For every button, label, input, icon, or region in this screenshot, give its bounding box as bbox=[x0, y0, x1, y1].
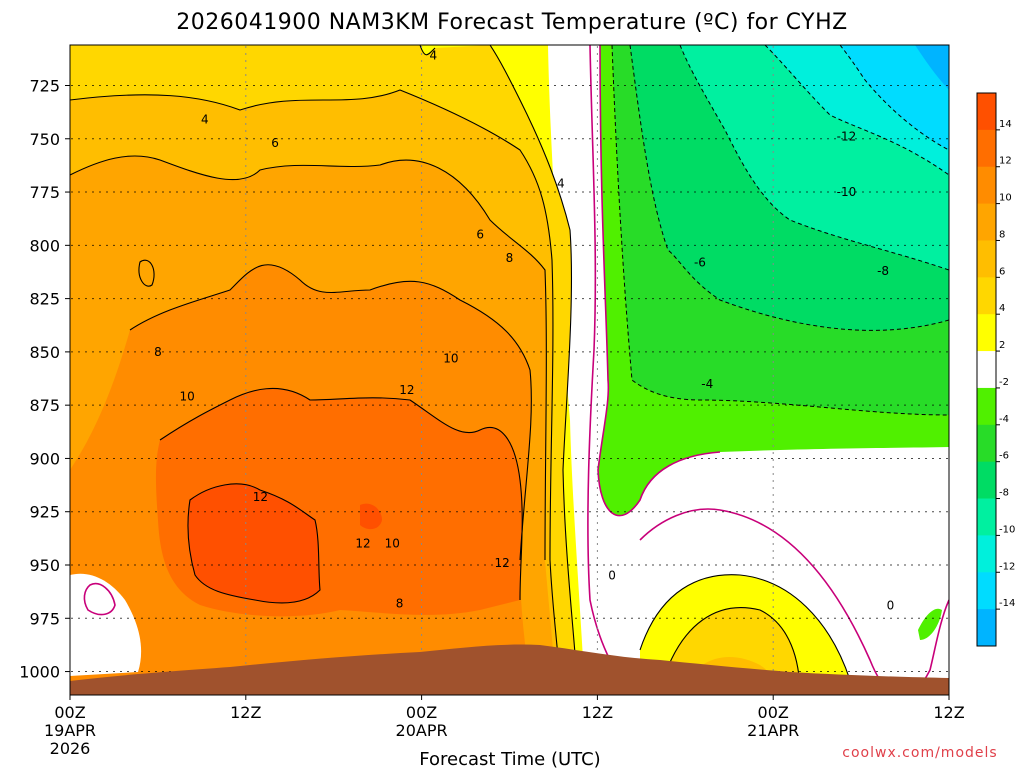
colorbar-label: 8 bbox=[999, 229, 1005, 240]
contour-label: 12 bbox=[355, 537, 370, 551]
colorbar-label: 10 bbox=[999, 193, 1012, 204]
colorbar-label: -14 bbox=[999, 598, 1015, 609]
contour-label: 8 bbox=[396, 596, 404, 610]
colorbar-swatch bbox=[977, 240, 996, 278]
contour-label: 0 bbox=[608, 569, 616, 583]
contour-label: -12 bbox=[837, 130, 857, 144]
x-tick-date: 21APR bbox=[747, 721, 799, 740]
colorbar-swatch bbox=[977, 387, 996, 426]
contour-label: 8 bbox=[506, 251, 514, 265]
colorbar-label: 6 bbox=[999, 266, 1005, 277]
colorbar-swatch bbox=[977, 572, 996, 610]
plot-area bbox=[70, 45, 949, 695]
y-tick-label: 950 bbox=[29, 556, 60, 575]
contour-label: 12 bbox=[399, 383, 414, 397]
contour-label: 10 bbox=[385, 537, 400, 551]
x-tick-date: 20APR bbox=[396, 721, 448, 740]
x-tick-label: 00Z bbox=[406, 703, 437, 722]
y-tick-label: 975 bbox=[29, 609, 60, 628]
y-axis: 725 750 775 800 825 850 875 900 925 950 975 1000 bbox=[19, 76, 70, 682]
x-axis-title: Forecast Time (UTC) bbox=[419, 749, 600, 768]
contour-label: 8 bbox=[154, 345, 162, 359]
credit-text: coolwx.com/models bbox=[842, 745, 997, 761]
chart-title: 2026041900 NAM3KM Forecast Temperature (… bbox=[176, 10, 847, 35]
y-tick-label: 1000 bbox=[19, 663, 60, 682]
y-tick-label: 725 bbox=[29, 76, 60, 95]
contour-label: -6 bbox=[694, 255, 706, 269]
x-tick-label: 00Z bbox=[54, 703, 85, 722]
contour-label: 12 bbox=[495, 556, 510, 570]
colorbar-swatch bbox=[977, 166, 996, 205]
x-tick-label: 12Z bbox=[933, 703, 964, 722]
y-tick-label: 800 bbox=[29, 236, 60, 255]
y-tick-label: 875 bbox=[29, 396, 60, 415]
y-tick-label: 750 bbox=[29, 130, 60, 149]
region-minus-14 bbox=[915, 45, 949, 90]
x-tick-date: 19APR bbox=[44, 721, 96, 740]
contour-label: -8 bbox=[877, 264, 889, 278]
y-tick-label: 775 bbox=[29, 183, 60, 202]
contour-label: -10 bbox=[837, 185, 857, 199]
colorbar-swatch bbox=[977, 203, 996, 241]
y-tick-label: 900 bbox=[29, 449, 60, 468]
colorbar-swatch bbox=[977, 535, 996, 573]
colorbar-label: 2 bbox=[999, 340, 1005, 351]
y-tick-label: 850 bbox=[29, 343, 60, 362]
colorbar-label: -4 bbox=[999, 414, 1009, 425]
contour-label: 12 bbox=[253, 490, 268, 504]
colorbar-frame bbox=[976, 92, 997, 647]
colorbar-swatch bbox=[977, 93, 996, 131]
colorbar-swatch bbox=[977, 461, 996, 500]
colorbar-label: -8 bbox=[999, 488, 1009, 499]
colorbar-swatch bbox=[977, 314, 996, 352]
freezing-lines bbox=[83, 45, 949, 695]
contour-label: 4 bbox=[557, 177, 565, 191]
colorbar-label: 4 bbox=[999, 303, 1005, 314]
colorbar-label: 12 bbox=[999, 156, 1012, 167]
contour-label: 6 bbox=[271, 136, 279, 150]
contour-label: 10 bbox=[443, 351, 458, 365]
x-tick-label: 00Z bbox=[758, 703, 789, 722]
contour-label: 4 bbox=[429, 49, 437, 63]
region-minus-2-patch bbox=[918, 608, 942, 640]
colorbar-swatch bbox=[977, 351, 996, 389]
isotherm-lines bbox=[70, 45, 851, 695]
y-tick-label: 925 bbox=[29, 503, 60, 522]
colorbar-swatch bbox=[977, 277, 996, 315]
colorbar: 14 12 10 8 6 4 2 -2 -4 -6 -8 -10 -12 -14 bbox=[976, 92, 1015, 647]
contour-label: 0 bbox=[887, 598, 895, 612]
x-tick-label: 12Z bbox=[582, 703, 613, 722]
x-gridlines bbox=[245, 46, 774, 694]
y-tick-label: 825 bbox=[29, 290, 60, 309]
colorbar-label: -12 bbox=[999, 561, 1015, 572]
region-14-plus bbox=[187, 483, 320, 603]
isotherm-dashed-lines bbox=[611, 45, 949, 416]
colorbar-label: 14 bbox=[999, 119, 1012, 130]
contour-labels: 4 4 4 6 6 8 8 8 10 10 10 12 12 12 12 0 0 -4 -6 -8 -10 -12 bbox=[154, 49, 894, 613]
colorbar-swatch bbox=[977, 424, 996, 463]
contour-label: -4 bbox=[701, 377, 713, 391]
x-tick-year: 2026 bbox=[50, 739, 91, 758]
region-white-lowleft bbox=[70, 573, 142, 676]
x-tick-label: 12Z bbox=[230, 703, 261, 722]
colorbar-swatch bbox=[977, 609, 996, 647]
contour-label: 4 bbox=[201, 113, 209, 127]
region-minus-12 bbox=[840, 45, 949, 150]
colorbar-swatch bbox=[977, 498, 996, 536]
region-14-plus-b bbox=[360, 503, 382, 530]
colorbar-label: -2 bbox=[999, 377, 1009, 388]
contour-label: 6 bbox=[476, 228, 484, 242]
contour-label: 10 bbox=[180, 390, 195, 404]
terrain-ground bbox=[70, 644, 949, 695]
colorbar-swatch bbox=[977, 129, 996, 168]
plot-frame bbox=[69, 44, 950, 696]
colorbar-label: -10 bbox=[999, 524, 1015, 535]
colorbar-label: -6 bbox=[999, 451, 1009, 462]
